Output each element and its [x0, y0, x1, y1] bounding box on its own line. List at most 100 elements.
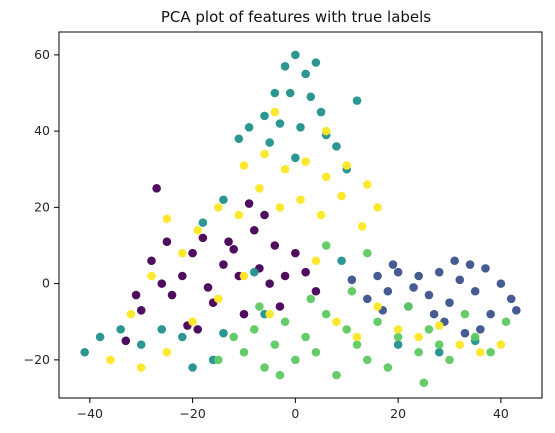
data-point — [424, 325, 434, 334]
series-1 — [121, 184, 321, 346]
data-point — [291, 355, 300, 365]
series-2 — [347, 256, 521, 338]
data-point — [311, 286, 321, 296]
data-point — [316, 210, 326, 220]
y-tick-label: 20 — [34, 199, 50, 214]
data-point — [229, 245, 238, 254]
data-point — [363, 355, 372, 365]
x-tick-label: 20 — [390, 406, 406, 421]
data-point — [388, 260, 398, 269]
data-point — [239, 309, 249, 319]
data-point — [178, 271, 187, 281]
data-point — [147, 271, 156, 281]
data-point — [501, 317, 511, 327]
y-tick-label: 40 — [34, 123, 50, 138]
data-point — [178, 248, 187, 258]
data-point — [213, 355, 223, 365]
data-point — [147, 256, 156, 266]
data-point — [162, 347, 172, 357]
data-point — [434, 321, 444, 330]
data-point — [198, 233, 208, 243]
data-point — [429, 309, 439, 319]
series-4 — [213, 241, 511, 388]
data-point — [121, 336, 131, 346]
data-point — [234, 134, 244, 144]
data-point — [260, 111, 269, 121]
data-point — [404, 302, 413, 311]
chart-title: PCA plot of features with true labels — [161, 8, 431, 26]
data-point — [460, 309, 470, 319]
data-point — [131, 290, 141, 300]
data-point — [363, 180, 372, 189]
x-tick-label: −20 — [179, 406, 205, 421]
data-point — [275, 203, 285, 212]
data-point — [301, 267, 310, 277]
data-point — [265, 279, 274, 288]
data-point — [393, 267, 403, 277]
data-point — [347, 286, 357, 296]
data-point — [470, 286, 480, 296]
x-tick-label: 40 — [493, 406, 509, 421]
data-point — [301, 332, 310, 342]
data-point — [321, 172, 331, 182]
data-point — [434, 340, 444, 349]
data-point — [116, 325, 125, 334]
y-tick-label: −20 — [24, 352, 50, 367]
data-point — [239, 161, 249, 170]
data-point — [445, 355, 454, 365]
data-point — [162, 237, 172, 246]
data-point — [136, 363, 146, 372]
data-point — [219, 260, 228, 269]
data-point — [496, 279, 506, 288]
data-point — [270, 88, 280, 98]
data-point — [152, 184, 161, 193]
data-point — [280, 271, 290, 281]
data-point — [347, 275, 357, 285]
data-point — [434, 267, 444, 277]
data-point — [291, 50, 300, 60]
data-point — [465, 260, 475, 269]
data-point — [363, 248, 372, 258]
data-point — [219, 195, 228, 205]
data-point — [249, 325, 259, 334]
data-point — [234, 210, 244, 220]
data-point — [332, 142, 341, 151]
data-point — [265, 309, 274, 319]
data-point — [275, 370, 285, 380]
data-point — [188, 363, 197, 372]
data-point — [285, 88, 295, 98]
data-point — [301, 69, 310, 79]
data-point — [321, 126, 331, 136]
data-point — [342, 161, 352, 170]
data-point — [455, 275, 465, 285]
data-point — [316, 107, 326, 117]
data-point — [188, 248, 197, 258]
data-point — [445, 298, 454, 307]
data-point — [352, 96, 362, 105]
data-point — [301, 157, 310, 166]
data-point — [280, 62, 290, 71]
data-point — [332, 317, 341, 327]
data-point — [311, 58, 321, 67]
data-point — [357, 222, 367, 231]
data-point — [255, 184, 264, 193]
data-point — [280, 317, 290, 327]
data-point — [352, 340, 362, 349]
data-point — [198, 218, 208, 227]
data-point — [203, 283, 213, 292]
data-point — [270, 241, 280, 250]
data-point — [424, 290, 434, 300]
data-point — [167, 290, 177, 300]
data-point — [249, 225, 259, 235]
data-point — [321, 241, 331, 250]
data-point — [481, 264, 490, 273]
data-point — [157, 279, 167, 288]
data-point — [470, 332, 480, 342]
data-point — [296, 195, 305, 205]
data-point — [126, 309, 136, 319]
data-point — [414, 347, 423, 357]
data-point — [311, 256, 321, 266]
data-point — [450, 256, 459, 266]
plot-area — [80, 50, 521, 388]
